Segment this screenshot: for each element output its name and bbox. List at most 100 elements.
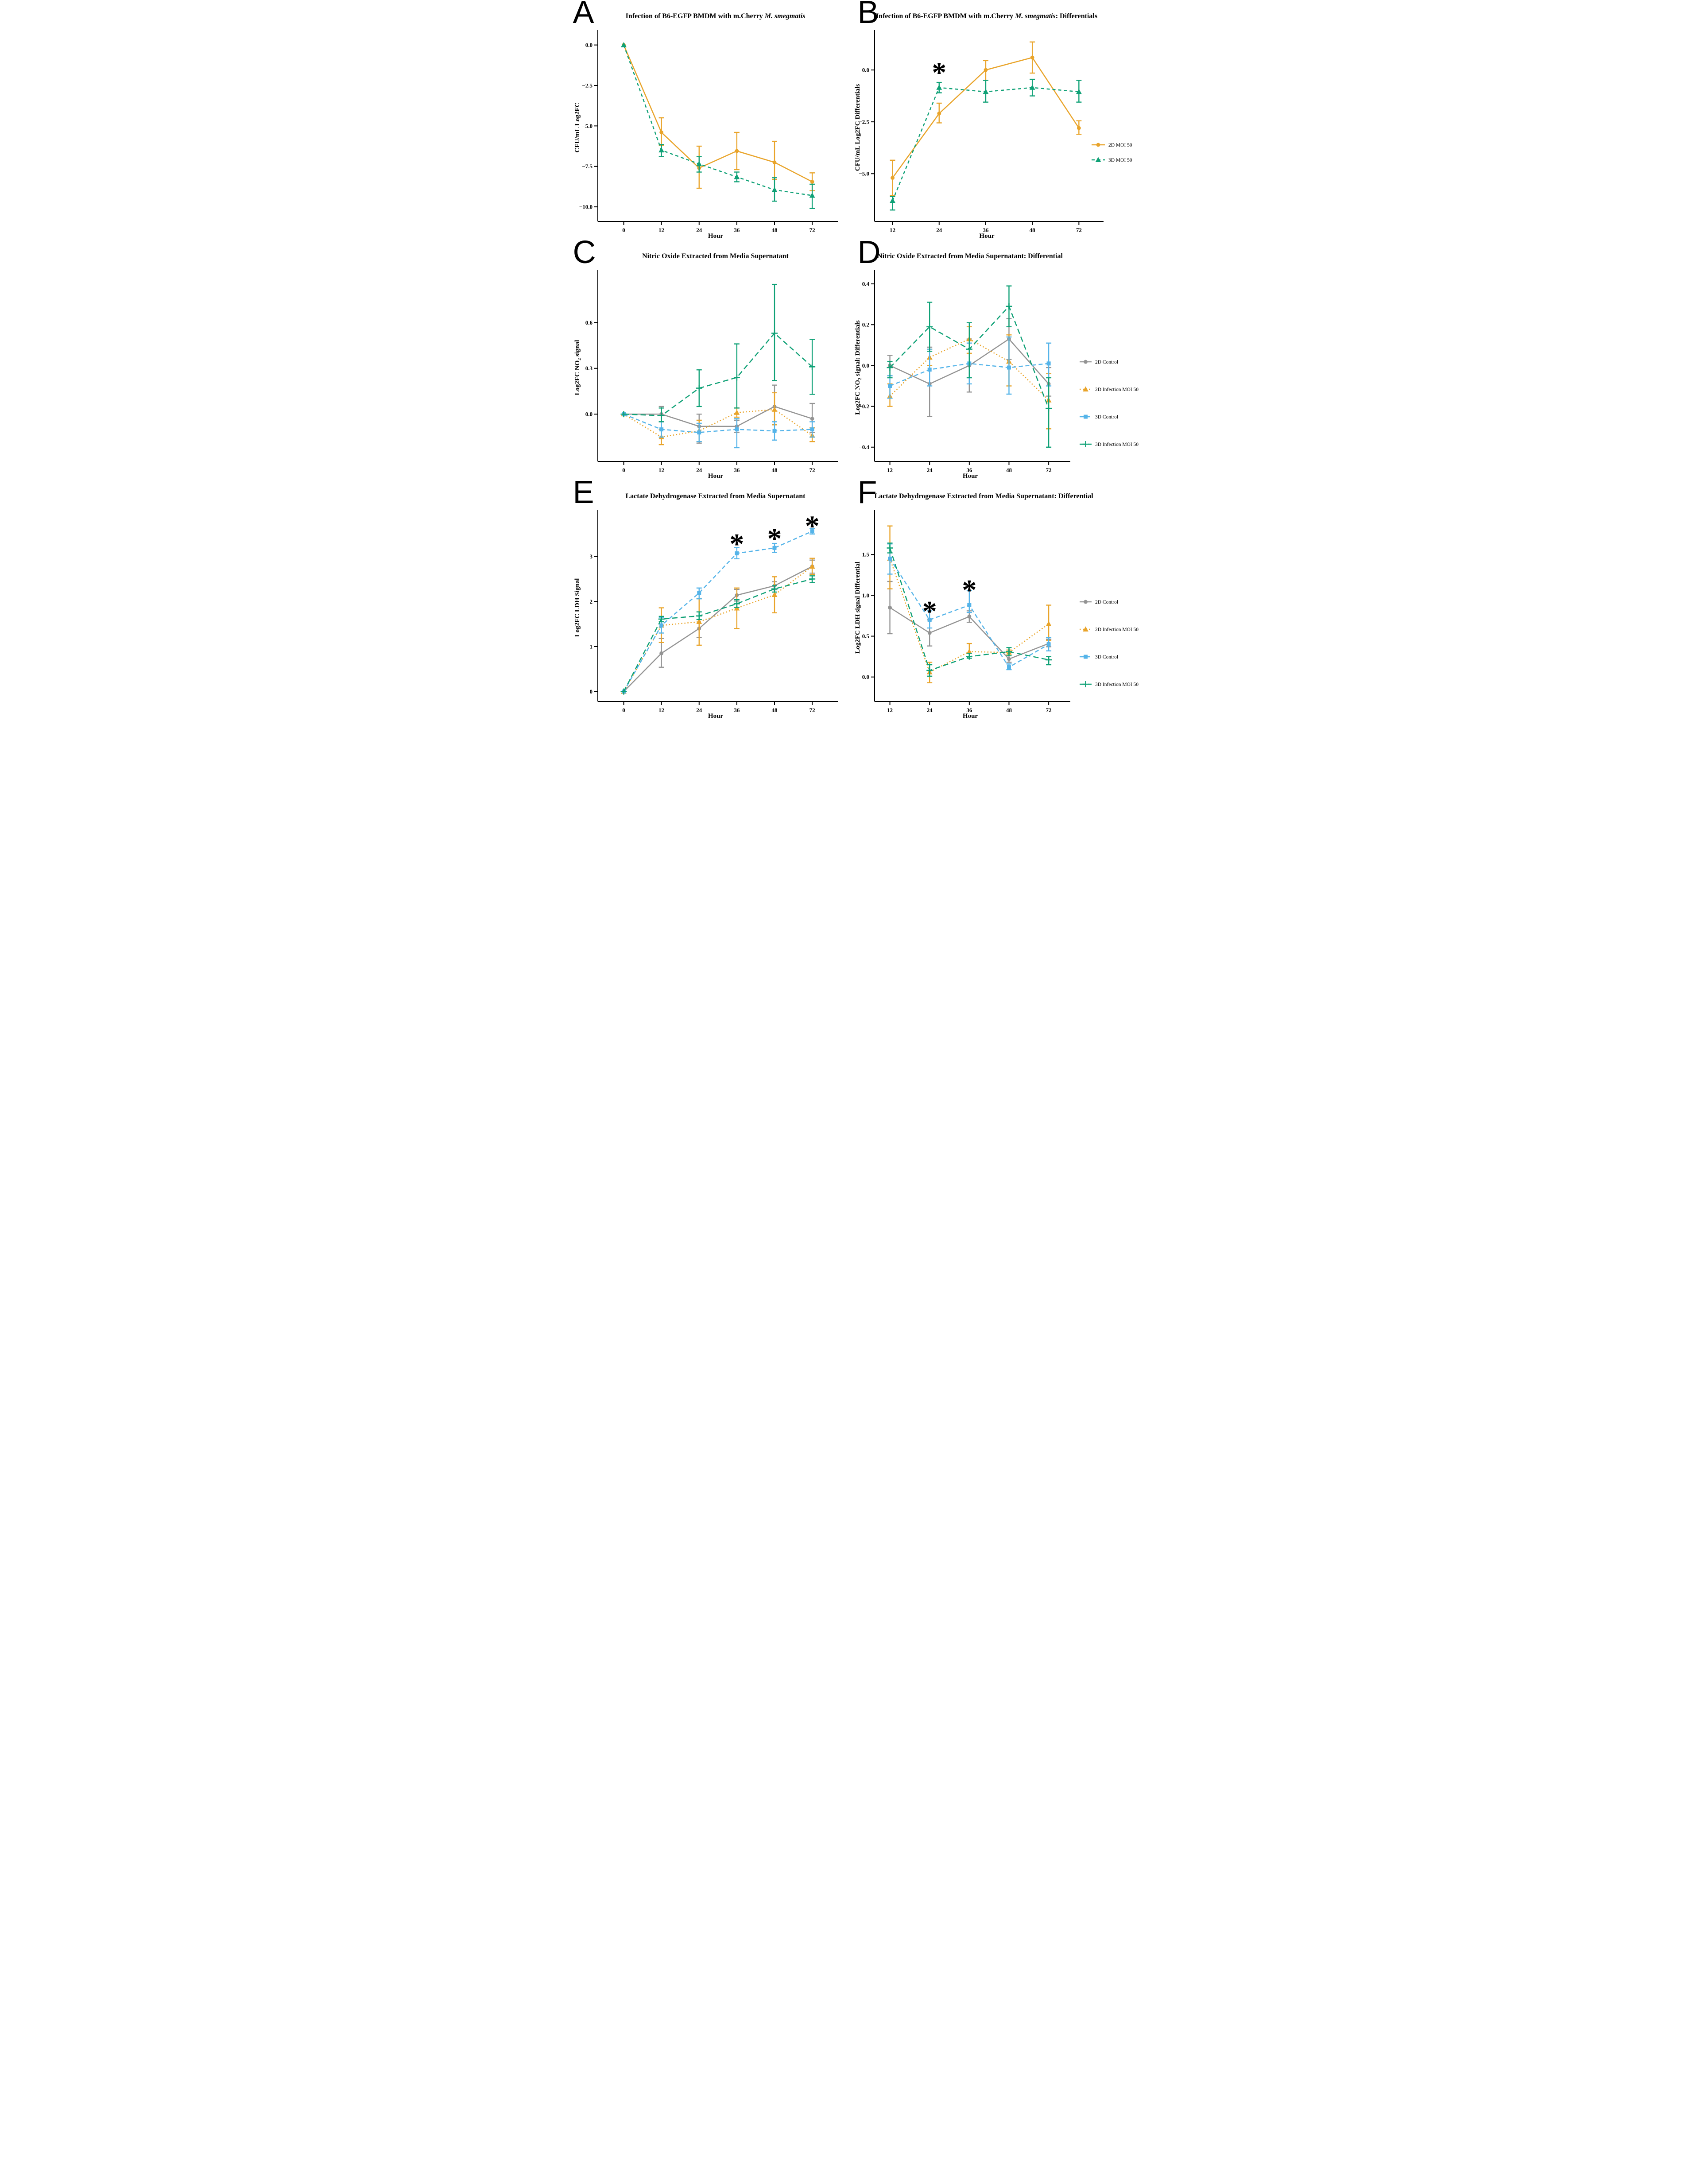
x-tick-label: 72 (1046, 707, 1051, 713)
y-tick-label: −2.5 (582, 82, 593, 89)
series-2d-infection-moi-50 (620, 392, 815, 446)
legend-label: 2D Infection MOI 50 (1095, 627, 1139, 632)
x-tick-label: 48 (1006, 467, 1012, 473)
y-tick-label: 0.0 (862, 66, 869, 73)
data-line (623, 332, 813, 416)
y-axis-label: Log2FC NO2 signal (574, 340, 582, 395)
y-tick-label: 0.3 (585, 365, 593, 372)
legend-label: 2D Control (1095, 360, 1118, 365)
y-tick-label: −5.0 (582, 123, 593, 129)
series-3d-moi-50 (620, 42, 815, 209)
significance-asterisk: * (767, 523, 782, 555)
data-line (623, 566, 813, 692)
series-3d-control (621, 412, 815, 449)
data-points (620, 330, 815, 419)
y-tick-label: −10.0 (579, 204, 592, 210)
panel-letter-f: F (857, 480, 877, 510)
x-ticks: 12 24 36 48 72 (887, 461, 1051, 473)
x-axis-label: Hour (962, 473, 978, 480)
series-2d-moi-50 (621, 43, 815, 191)
x-tick-label: 48 (1029, 227, 1035, 233)
legend-item-2d-control: 2D Control (1079, 360, 1118, 365)
panel-title: Nitric Oxide Extracted from Media Supern… (877, 252, 1063, 260)
error-bars (887, 285, 1051, 448)
data-points (887, 545, 1052, 674)
y-axis-label: Log2FC LDH signal Differential (854, 562, 861, 654)
significance-asterisk: * (962, 574, 976, 606)
panel-letter-a: A (573, 0, 594, 30)
data-line (624, 406, 813, 427)
y-tick-label: −2.5 (859, 119, 869, 125)
series-2d-control (621, 559, 815, 694)
x-tick-label: 12 (658, 467, 664, 473)
x-tick-label: 48 (771, 707, 778, 713)
axes: 0.4 0.2 0.0 −0.2 −0.4 12 24 36 48 72 (859, 270, 1070, 473)
axes: 0.0 −2.5 −5.0 12 24 36 48 72 (859, 30, 1104, 233)
y-tick-label: 2 (589, 598, 593, 605)
legend-item-2d-control: 2D Control (1079, 600, 1118, 605)
x-tick-label: 0 (622, 227, 625, 233)
x-tick-label: 72 (1076, 227, 1081, 233)
figure: A Infection of B6-EGFP BMDM with m.Cherr… (569, 0, 1139, 720)
y-tick-label: 0.5 (862, 633, 869, 639)
panel-letter-b: B (857, 0, 879, 30)
series-2d-infection-moi-50 (620, 558, 815, 694)
axes: 0.0 −2.5 −5.0 −7.5 −10.0 0 12 24 36 48 72 (579, 30, 838, 233)
panel-title: Nitric Oxide Extracted from Media Supern… (642, 252, 789, 260)
data-line (891, 87, 1079, 201)
panel-title: Infection of B6-EGFP BMDM with m.Cherry … (875, 12, 1098, 20)
x-axis-label: Hour (962, 713, 978, 720)
x-tick-label: 12 (887, 467, 893, 473)
x-tick-label: 72 (809, 467, 815, 473)
legend-item-3d-infection-moi-50: 3D Infection MOI 50 (1079, 681, 1139, 687)
y-tick-label: 0.2 (862, 322, 869, 328)
y-tick-label: −7.5 (582, 163, 593, 170)
y-ticks: 0.0 0.3 0.6 (585, 319, 598, 418)
data-line (623, 45, 813, 182)
series-3d-moi-50 (889, 78, 1082, 211)
panel-d-chart: 0.4 0.2 0.0 −0.2 −0.4 12 24 36 48 72 Hour Log2FC NO… (854, 270, 1139, 480)
data-points (621, 564, 814, 694)
panel-c: C Nitric Oxide Extracted from Media Supe… (569, 240, 854, 480)
x-axis-label: Hour (708, 713, 723, 720)
panel-c-chart: 0.0 0.3 0.6 0 12 24 36 48 72 Hour Log2FC NO2 signa… (574, 270, 838, 480)
x-ticks: 0 12 24 36 48 72 (622, 461, 815, 473)
data-points (889, 85, 1082, 203)
y-tick-label: 1.5 (862, 551, 869, 558)
y-ticks: 0.0 −2.5 −5.0 (859, 66, 875, 177)
y-tick-label: 1 (589, 643, 593, 650)
significance-asterisk: * (729, 528, 744, 560)
y-axis-label: CFU/mL Log2FC Differentials (854, 84, 861, 171)
data-line (623, 409, 813, 438)
data-points (887, 556, 1051, 670)
x-tick-label: 24 (936, 227, 942, 233)
series-3d-infection-moi-50 (887, 285, 1052, 448)
y-tick-label: 0.0 (585, 411, 592, 418)
data-points (890, 55, 1081, 180)
series-3d-infection-moi-50 (620, 575, 815, 695)
x-axis-label: Hour (708, 232, 723, 240)
legend-label: 3D Control (1095, 655, 1118, 660)
series-2d-control (621, 384, 815, 444)
significance-asterisk: * (922, 595, 937, 628)
y-axis-label: Log2FC NO2 signal: Differentials (854, 320, 863, 415)
legend-label: 2D MOI 50 (1108, 143, 1132, 148)
legend-item-2d-moi-50: 2D MOI 50 (1091, 143, 1132, 148)
legend-label: 2D Control (1095, 600, 1118, 605)
x-tick-label: 12 (658, 707, 664, 713)
legend-label: 3D MOI 50 (1108, 158, 1132, 163)
y-ticks: 0 1 2 3 (589, 553, 598, 695)
y-ticks: 0.0 −2.5 −5.0 −7.5 −10.0 (579, 42, 598, 210)
x-tick-label: 36 (734, 467, 740, 473)
x-tick-label: 24 (926, 707, 933, 713)
data-line (623, 413, 812, 433)
x-tick-label: 0 (622, 467, 625, 473)
x-tick-label: 36 (966, 707, 972, 713)
significance-asterisk: * (805, 510, 819, 542)
x-axis-label: Hour (708, 473, 723, 480)
x-ticks: 0 12 24 36 48 72 (622, 701, 815, 713)
x-ticks: 12 24 36 48 72 (890, 221, 1081, 233)
panel-letter-d: D (857, 240, 881, 270)
x-axis-label: Hour (979, 232, 995, 240)
x-tick-label: 72 (809, 707, 815, 713)
